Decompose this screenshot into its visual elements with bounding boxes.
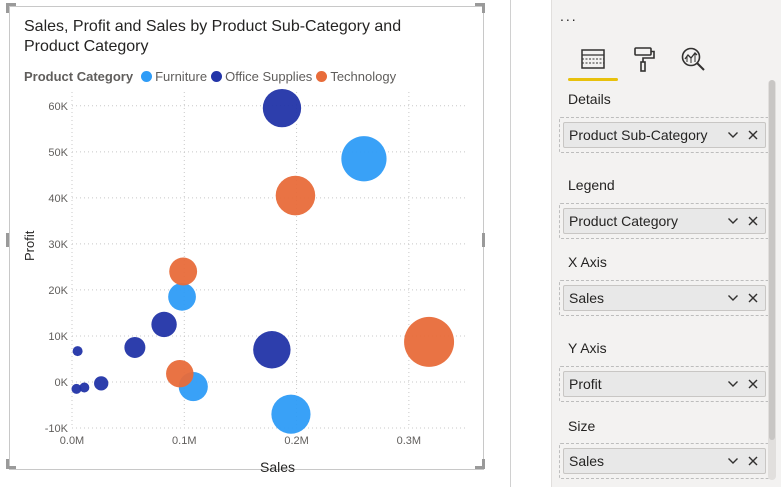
fields-tab[interactable] xyxy=(576,42,610,76)
well-label-x-axis: X Axis xyxy=(568,254,607,270)
bubble-office-supplies[interactable] xyxy=(262,88,302,128)
remove-field-icon[interactable] xyxy=(745,453,761,469)
legend-dot-office-supplies xyxy=(211,70,223,82)
resize-handle-top-right[interactable] xyxy=(475,3,485,6)
resize-handle-bottom-left-v[interactable] xyxy=(6,459,9,469)
active-tab-indicator xyxy=(568,78,618,81)
bubble-office-supplies[interactable] xyxy=(71,383,82,394)
y-tick-label: -10K xyxy=(45,423,69,435)
bubble-technology[interactable] xyxy=(275,175,316,216)
well-label-size: Size xyxy=(568,418,596,434)
scatter-plot-svg: -10K 0K 10K 20K 30K 40K 50K 60K 0.0M 0.1M 0.2M 0.3M xyxy=(45,88,465,447)
field-well-legend[interactable]: Product Category xyxy=(559,203,770,239)
bubble-office-supplies[interactable] xyxy=(151,311,177,338)
bubble-office-supplies[interactable] xyxy=(72,346,83,357)
bubble-technology[interactable] xyxy=(166,359,194,388)
remove-field-icon[interactable] xyxy=(745,213,761,229)
resize-handle-bottom-right[interactable] xyxy=(475,466,485,469)
analytics-tab[interactable] xyxy=(676,42,710,76)
field-well-size[interactable]: Sales xyxy=(559,443,770,479)
well-label-legend: Legend xyxy=(568,177,615,193)
bubble-technology[interactable] xyxy=(404,316,455,367)
visualizations-pane: ... xyxy=(551,0,781,487)
bubble-office-supplies[interactable] xyxy=(79,382,90,393)
pane-divider xyxy=(510,0,511,487)
well-label-y-axis: Y Axis xyxy=(568,340,607,356)
field-chip-size[interactable]: Sales xyxy=(563,448,766,474)
y-axis-title: Profit xyxy=(22,230,37,261)
x-axis-title: Sales xyxy=(260,459,296,475)
more-visuals-icon[interactable]: ... xyxy=(560,8,578,24)
y-tick-label: 30K xyxy=(48,239,68,251)
y-tick-label: 20K xyxy=(48,285,68,297)
legend-title: Product Category xyxy=(24,68,134,84)
bubble-technology[interactable] xyxy=(169,257,198,286)
y-tick-label: 50K xyxy=(48,147,68,159)
legend-entry-office-supplies[interactable]: Office Supplies xyxy=(211,69,312,84)
well-label-details: Details xyxy=(568,91,611,107)
x-tick-label: 0.1M xyxy=(172,435,196,447)
field-chip-details[interactable]: Product Sub-Category xyxy=(563,122,766,148)
chart-title: Sales, Profit and Sales by Product Sub-C… xyxy=(24,18,402,55)
x-tick-label: 0.0M xyxy=(60,435,84,447)
field-chip-legend[interactable]: Product Category xyxy=(563,208,766,234)
resize-handle-left[interactable] xyxy=(6,233,9,247)
format-tab[interactable] xyxy=(626,42,660,76)
bubble-furniture[interactable] xyxy=(168,282,196,311)
legend-entry-technology[interactable]: Technology xyxy=(316,69,396,84)
x-tick-label: 0.2M xyxy=(284,435,308,447)
chevron-down-icon[interactable] xyxy=(725,213,741,229)
legend-dot-furniture xyxy=(141,70,153,82)
pane-scrollbar-thumb[interactable] xyxy=(769,80,775,440)
bubble-office-supplies[interactable] xyxy=(253,331,291,369)
legend-entry-furniture[interactable]: Furniture xyxy=(141,69,207,84)
scatter-chart-visual[interactable]: -10K 0K 10K 20K 30K 40K 50K 60K 0.0M 0.1M 0.2M 0.3M… xyxy=(6,3,485,475)
resize-handle-bottom-left[interactable] xyxy=(6,466,16,469)
chevron-down-icon[interactable] xyxy=(725,376,741,392)
resize-handle-top-left-v[interactable] xyxy=(6,3,9,13)
y-tick-label: 10K xyxy=(48,331,68,343)
field-name: Product Category xyxy=(569,213,678,229)
remove-field-icon[interactable] xyxy=(745,127,761,143)
x-tick-label: 0.3M xyxy=(397,435,421,447)
bubble-furniture[interactable] xyxy=(271,394,311,434)
field-name: Profit xyxy=(569,376,602,392)
fields-icon xyxy=(581,49,605,69)
field-well-y-axis[interactable]: Profit xyxy=(559,366,770,402)
resize-handle-top-left[interactable] xyxy=(6,3,16,6)
remove-field-icon[interactable] xyxy=(745,376,761,392)
visual-gallery-icons[interactable] xyxy=(622,0,772,4)
bubble-office-supplies[interactable] xyxy=(124,336,146,358)
chevron-down-icon[interactable] xyxy=(725,290,741,306)
legend-dot-technology xyxy=(316,70,328,82)
y-tick-label: 60K xyxy=(48,101,68,113)
y-tick-label: 0K xyxy=(55,377,69,389)
remove-field-icon[interactable] xyxy=(745,290,761,306)
chevron-down-icon[interactable] xyxy=(725,453,741,469)
bubble-furniture[interactable] xyxy=(341,136,387,182)
field-well-x-axis[interactable]: Sales xyxy=(559,280,770,316)
chevron-down-icon[interactable] xyxy=(725,127,741,143)
legend-label-furniture: Furniture xyxy=(155,68,208,84)
analytics-icon xyxy=(681,47,705,71)
field-name: Product Sub-Category xyxy=(569,127,708,143)
field-chip-x-axis[interactable]: Sales xyxy=(563,285,766,311)
resize-handle-bottom-right-v[interactable] xyxy=(482,459,485,469)
bubble-office-supplies[interactable] xyxy=(94,376,109,391)
chart-legend: Product Category Furniture Office Suppli… xyxy=(24,67,400,85)
field-name: Sales xyxy=(569,453,605,469)
legend-label-technology: Technology xyxy=(330,68,397,84)
field-name: Sales xyxy=(569,290,605,306)
paint-roller-icon xyxy=(634,47,655,72)
resize-handle-right[interactable] xyxy=(482,233,485,247)
field-chip-y-axis[interactable]: Profit xyxy=(563,371,766,397)
y-tick-label: 40K xyxy=(48,193,68,205)
legend-label-office-supplies: Office Supplies xyxy=(225,68,313,84)
field-well-details[interactable]: Product Sub-Category xyxy=(559,117,770,153)
resize-handle-top-right-v[interactable] xyxy=(482,3,485,13)
